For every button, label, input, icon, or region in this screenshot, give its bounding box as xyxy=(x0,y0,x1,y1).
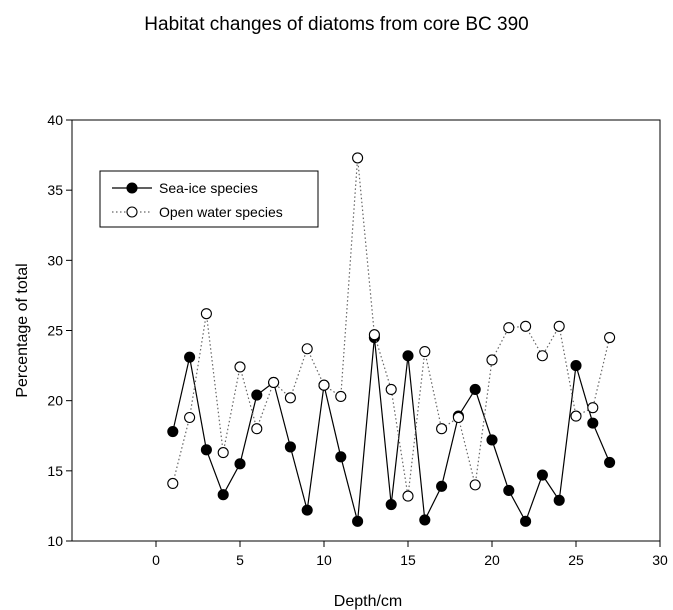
data-point-open xyxy=(234,361,246,373)
legend-box xyxy=(99,170,319,228)
series-open-water xyxy=(167,152,616,502)
data-point-filled xyxy=(167,425,179,438)
x-tick-label: 15 xyxy=(400,552,416,568)
data-point-open xyxy=(486,354,498,366)
data-point-open xyxy=(301,343,313,355)
data-point-filled xyxy=(553,494,565,506)
legend-marker xyxy=(126,206,138,218)
legend-entry: Sea-ice species xyxy=(112,180,258,196)
data-point-open xyxy=(368,329,380,341)
x-tick-label: 30 xyxy=(652,552,668,568)
data-point-open xyxy=(553,320,565,332)
data-point-open xyxy=(184,411,196,424)
legend-label: Open water species xyxy=(159,204,283,220)
y-tick-label: 40 xyxy=(47,112,63,128)
data-point-open xyxy=(436,423,448,435)
y-tick-label: 25 xyxy=(47,323,63,339)
chart-title: Habitat changes of diatoms from core BC … xyxy=(144,14,529,35)
x-tick-label: 0 xyxy=(152,552,160,568)
data-point-filled xyxy=(352,515,364,527)
legend-label: Sea-ice species xyxy=(159,180,258,196)
data-point-filled xyxy=(419,514,431,526)
data-point-filled xyxy=(234,458,246,470)
series-layer xyxy=(167,152,616,527)
data-point-open xyxy=(335,390,347,403)
x-tick-label: 20 xyxy=(484,552,500,568)
data-point-filled xyxy=(284,441,296,453)
data-point-filled xyxy=(604,456,616,468)
y-tick-label: 30 xyxy=(47,252,63,268)
data-point-open xyxy=(268,376,280,388)
data-point-filled xyxy=(251,389,263,401)
data-point-open xyxy=(587,402,599,414)
x-tick-label: 5 xyxy=(236,552,244,568)
data-point-filled xyxy=(402,350,414,362)
data-point-open xyxy=(604,331,616,344)
data-point-open xyxy=(217,447,229,459)
data-point-open xyxy=(570,410,582,422)
data-point-open xyxy=(318,379,330,391)
y-tick-label: 20 xyxy=(47,393,63,409)
x-tick-label: 10 xyxy=(316,552,332,568)
data-point-filled xyxy=(570,360,582,372)
data-point-open xyxy=(200,308,212,320)
y-tick-label: 35 xyxy=(47,182,63,198)
data-point-filled xyxy=(587,417,599,429)
data-point-open xyxy=(452,411,464,424)
data-point-filled xyxy=(184,351,196,363)
data-point-open xyxy=(419,345,431,358)
legend-entry: Open water species xyxy=(112,204,283,220)
legend: Sea-ice species Open water species xyxy=(99,170,319,228)
y-tick-label: 15 xyxy=(47,463,63,479)
axes: 0 5 10 15 20 25 30 10 15 20 25 30 35 40 Depth/cm Percen… xyxy=(14,112,668,610)
y-axis-label: Percentage of total xyxy=(14,263,31,397)
data-point-filled xyxy=(503,484,515,497)
data-point-filled xyxy=(301,504,313,516)
data-point-filled xyxy=(486,434,498,446)
data-point-filled xyxy=(436,480,448,492)
y-tick-label: 10 xyxy=(47,533,63,549)
data-point-filled xyxy=(217,489,229,501)
series-sea-ice xyxy=(167,331,616,527)
data-point-open xyxy=(167,477,179,490)
x-axis-label: Depth/cm xyxy=(334,593,402,610)
data-point-open xyxy=(251,423,263,435)
data-point-filled xyxy=(469,383,481,395)
data-point-filled xyxy=(335,451,347,463)
data-point-filled xyxy=(520,515,532,527)
x-tick-label: 25 xyxy=(568,552,584,568)
data-point-open xyxy=(284,392,296,404)
data-point-open xyxy=(520,320,532,332)
data-point-open xyxy=(402,490,414,502)
data-point-filled xyxy=(536,469,548,481)
data-point-filled xyxy=(200,444,212,456)
data-point-open xyxy=(536,350,548,362)
legend-marker xyxy=(126,182,138,194)
data-point-open xyxy=(503,322,515,334)
data-point-open xyxy=(352,152,364,164)
data-point-filled xyxy=(385,498,397,511)
data-point-open xyxy=(385,383,397,395)
data-point-open xyxy=(469,479,481,491)
